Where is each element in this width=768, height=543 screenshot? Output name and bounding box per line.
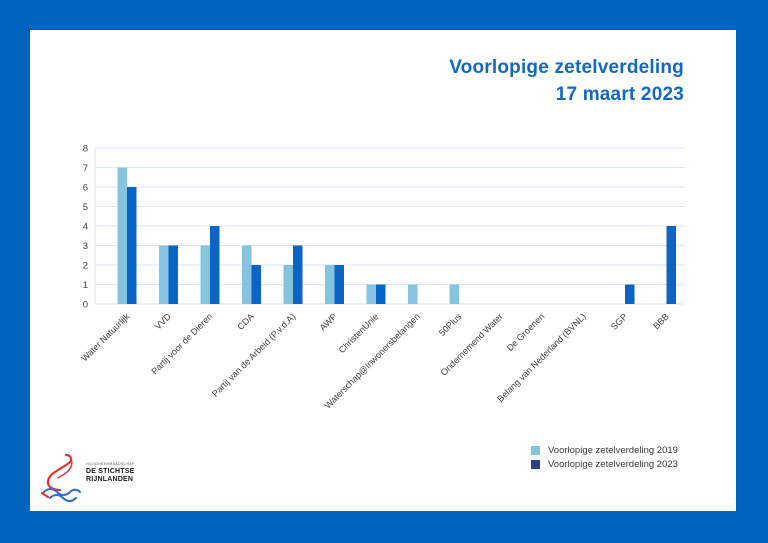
x-category-label: SGP xyxy=(609,311,630,332)
legend-label-2023: Voorlopige zetelverdeling 2023 xyxy=(548,458,678,470)
y-tick-label: 1 xyxy=(83,280,88,291)
swan-body-stroke xyxy=(46,453,73,492)
bar-2023 xyxy=(168,245,178,304)
chart-title: Voorlopige zetelverdeling 17 maart 2023 xyxy=(449,54,684,108)
legend-item-2023: Voorlopige zetelverdeling 2023 xyxy=(531,457,678,471)
water-wave-top xyxy=(43,488,81,496)
x-category-label: CDA xyxy=(235,311,256,332)
x-category-label: Partij van de Arbeid (P.v.d.A) xyxy=(210,311,297,398)
bar-2023 xyxy=(666,226,676,304)
x-category-label: BBB xyxy=(651,311,671,331)
logo-org-line2: RIJNLANDEN xyxy=(86,475,134,483)
y-tick-label: 8 xyxy=(83,144,88,155)
bar-2023 xyxy=(293,245,303,304)
swan-neck-stroke xyxy=(57,461,73,479)
chart-legend: Voorlopige zetelverdeling 2019 Voorlopig… xyxy=(531,443,678,471)
bar-2023 xyxy=(127,187,137,304)
bar-2019 xyxy=(449,284,459,304)
bar-2019 xyxy=(200,245,210,304)
legend-swatch-2019 xyxy=(531,445,540,455)
bar-2019 xyxy=(242,245,252,304)
bar-2019 xyxy=(159,245,169,304)
logo-text-block: HOOGHEEMRAADSCHAP DE STICHTSE RIJNLANDEN xyxy=(86,462,135,483)
bar-2023 xyxy=(334,265,344,304)
swan-logo-icon xyxy=(40,453,81,502)
content-panel xyxy=(30,30,736,511)
x-category-label: ChristenUnie xyxy=(337,311,381,355)
x-category-label: De Groenen xyxy=(505,311,547,353)
legend-label-2019: Voorlopige zetelverdeling 2019 xyxy=(548,444,678,456)
bar-2019 xyxy=(325,265,335,304)
chart-title-line1: Voorlopige zetelverdeling xyxy=(449,57,684,78)
y-tick-label: 2 xyxy=(83,261,88,272)
y-tick-label: 5 xyxy=(83,202,88,213)
bar-2023 xyxy=(210,226,220,304)
x-category-label: 50Plus xyxy=(437,311,464,338)
x-category-label: AWP xyxy=(318,311,339,332)
bar-2023 xyxy=(376,284,386,304)
bar-2023 xyxy=(625,284,635,304)
bar-2019 xyxy=(283,265,293,304)
y-tick-label: 0 xyxy=(83,300,88,311)
water-wave-bottom xyxy=(49,494,77,502)
y-tick-label: 6 xyxy=(83,183,88,194)
bar-2019 xyxy=(366,284,376,304)
swan-accent-mark xyxy=(40,491,50,499)
organization-logo: HOOGHEEMRAADSCHAP DE STICHTSE RIJNLANDEN xyxy=(36,450,135,502)
legend-item-2019: Voorlopige zetelverdeling 2019 xyxy=(531,443,678,457)
logo-org-small: HOOGHEEMRAADSCHAP xyxy=(86,462,135,466)
chart-title-line2: 17 maart 2023 xyxy=(555,84,684,105)
y-tick-label: 7 xyxy=(83,163,88,174)
logo-org-line1: DE STICHTSE xyxy=(86,467,135,475)
y-tick-label: 3 xyxy=(83,241,88,252)
x-category-label: Water Natuurlijk xyxy=(79,311,131,363)
bar-2023 xyxy=(251,265,261,304)
y-tick-label: 4 xyxy=(83,222,88,233)
legend-swatch-2023 xyxy=(531,459,540,469)
bar-2019 xyxy=(117,167,127,304)
x-category-label: VVD xyxy=(153,311,174,332)
bar-2019 xyxy=(408,284,418,304)
x-category-label: Belang van Nederland (BVNL) xyxy=(495,311,588,404)
